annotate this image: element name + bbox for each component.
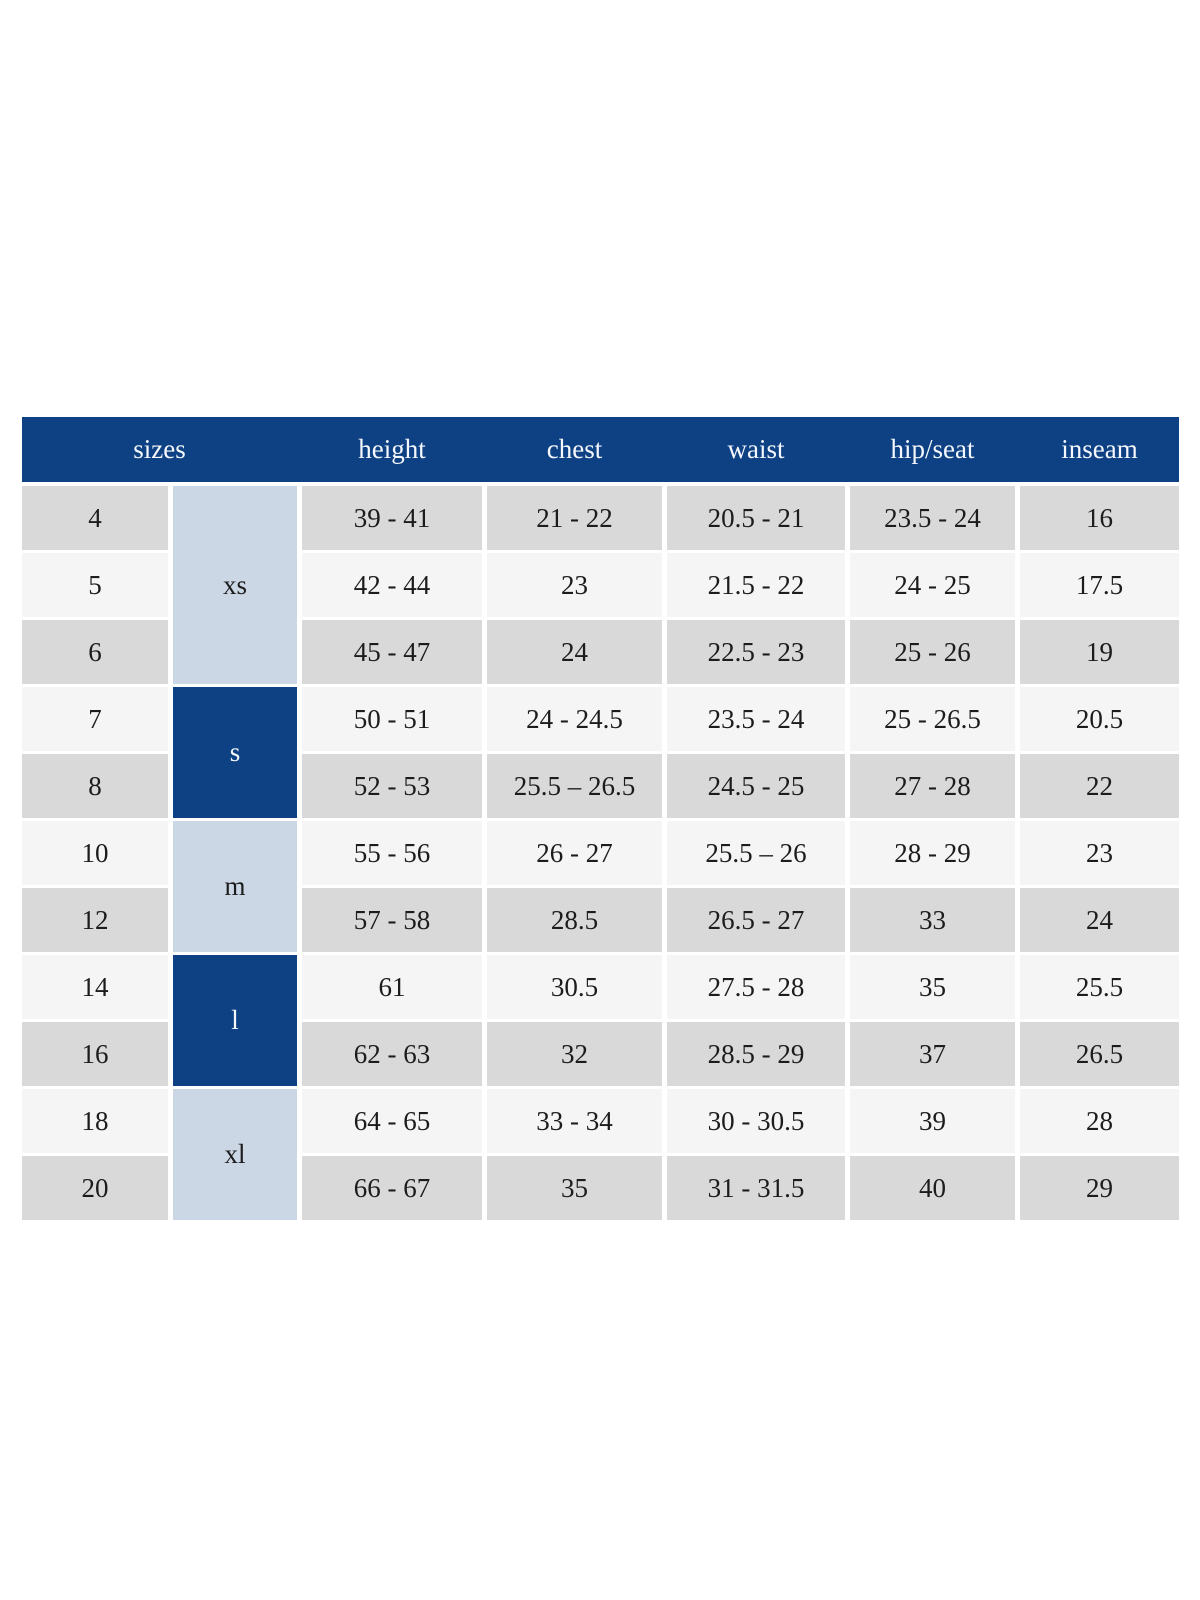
cell-inseam: 29 — [1020, 1156, 1179, 1220]
column-header-chest: chest — [546, 434, 603, 464]
cell-height: 39 - 41 — [302, 486, 482, 550]
cell-height: 52 - 53 — [302, 754, 482, 818]
column-header-waist: waist — [727, 434, 785, 464]
size-cell: 12 — [22, 888, 168, 952]
group-cell-s: s — [173, 687, 297, 818]
cell-inseam: 25.5 — [1020, 955, 1179, 1019]
group-cell-m: m — [173, 821, 297, 952]
cell-height: 66 - 67 — [302, 1156, 482, 1220]
column-header-inseam: inseam — [1061, 434, 1138, 464]
size-cell: 4 — [22, 486, 168, 550]
cell-inseam: 16 — [1020, 486, 1179, 550]
cell-chest: 35 — [487, 1156, 662, 1220]
cell-hip-seat: 24 - 25 — [850, 553, 1015, 617]
cell-hip-seat: 33 — [850, 888, 1015, 952]
cell-chest: 28.5 — [487, 888, 662, 952]
cell-inseam: 20.5 — [1020, 687, 1179, 751]
group-cell-l: l — [173, 955, 297, 1086]
cell-height: 45 - 47 — [302, 620, 482, 684]
group-cell-xl: xl — [173, 1089, 297, 1220]
cell-waist: 30 - 30.5 — [667, 1089, 845, 1153]
cell-height: 42 - 44 — [302, 553, 482, 617]
cell-inseam: 19 — [1020, 620, 1179, 684]
size-cell: 16 — [22, 1022, 168, 1086]
size-cell: 14 — [22, 955, 168, 1019]
cell-hip-seat: 25 - 26.5 — [850, 687, 1015, 751]
cell-height: 64 - 65 — [302, 1089, 482, 1153]
cell-hip-seat: 40 — [850, 1156, 1015, 1220]
size-cell: 8 — [22, 754, 168, 818]
cell-height: 62 - 63 — [302, 1022, 482, 1086]
cell-hip-seat: 37 — [850, 1022, 1015, 1086]
cell-chest: 23 — [487, 553, 662, 617]
cell-chest: 24 - 24.5 — [487, 687, 662, 751]
cell-hip-seat: 39 — [850, 1089, 1015, 1153]
column-header-hip-seat: hip/seat — [890, 434, 975, 464]
size-chart-table: sizes height chest waist hip/seat inseam… — [22, 417, 1179, 1220]
cell-waist: 20.5 - 21 — [667, 486, 845, 550]
table-body: 4 39 - 41 21 - 22 20.5 - 21 23.5 - 24 16 5 42 -… — [22, 486, 1179, 1220]
cell-inseam: 26.5 — [1020, 1022, 1179, 1086]
cell-chest: 26 - 27 — [487, 821, 662, 885]
cell-chest: 32 — [487, 1022, 662, 1086]
cell-chest: 30.5 — [487, 955, 662, 1019]
group-cell-xs: xs — [173, 486, 297, 684]
cell-waist: 26.5 - 27 — [667, 888, 845, 952]
cell-waist: 25.5 – 26 — [667, 821, 845, 885]
cell-height: 55 - 56 — [302, 821, 482, 885]
cell-inseam: 28 — [1020, 1089, 1179, 1153]
cell-waist: 23.5 - 24 — [667, 687, 845, 751]
cell-waist: 22.5 - 23 — [667, 620, 845, 684]
cell-hip-seat: 23.5 - 24 — [850, 486, 1015, 550]
cell-hip-seat: 25 - 26 — [850, 620, 1015, 684]
cell-chest: 24 — [487, 620, 662, 684]
cell-waist: 28.5 - 29 — [667, 1022, 845, 1086]
cell-chest: 21 - 22 — [487, 486, 662, 550]
cell-height: 61 — [302, 955, 482, 1019]
column-header-height: height — [358, 434, 426, 464]
cell-inseam: 24 — [1020, 888, 1179, 952]
cell-hip-seat: 27 - 28 — [850, 754, 1015, 818]
cell-inseam: 22 — [1020, 754, 1179, 818]
size-cell: 18 — [22, 1089, 168, 1153]
cell-waist: 27.5 - 28 — [667, 955, 845, 1019]
cell-waist: 24.5 - 25 — [667, 754, 845, 818]
size-cell: 10 — [22, 821, 168, 885]
table-header-row: sizes height chest waist hip/seat inseam — [22, 417, 1179, 482]
cell-hip-seat: 35 — [850, 955, 1015, 1019]
cell-height: 50 - 51 — [302, 687, 482, 751]
column-header-sizes: sizes — [133, 434, 186, 464]
cell-height: 57 - 58 — [302, 888, 482, 952]
cell-hip-seat: 28 - 29 — [850, 821, 1015, 885]
size-cell: 7 — [22, 687, 168, 751]
cell-inseam: 23 — [1020, 821, 1179, 885]
size-cell: 20 — [22, 1156, 168, 1220]
size-cell: 6 — [22, 620, 168, 684]
size-cell: 5 — [22, 553, 168, 617]
cell-chest: 25.5 – 26.5 — [487, 754, 662, 818]
cell-inseam: 17.5 — [1020, 553, 1179, 617]
cell-waist: 21.5 - 22 — [667, 553, 845, 617]
cell-waist: 31 - 31.5 — [667, 1156, 845, 1220]
cell-chest: 33 - 34 — [487, 1089, 662, 1153]
